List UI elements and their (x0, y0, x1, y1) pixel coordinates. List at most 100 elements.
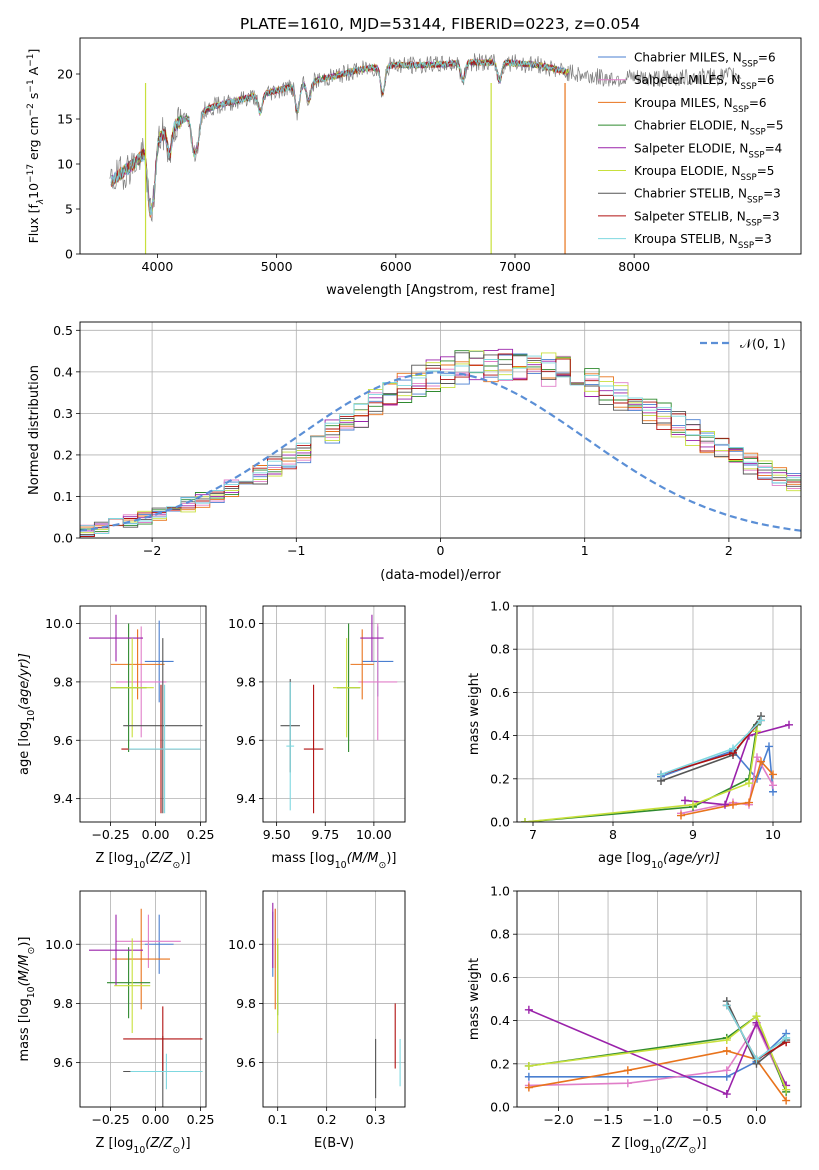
error-bars (272, 902, 401, 1099)
weight-line (684, 724, 790, 806)
residual-histogram-panel: −2 −1 0 1 2 0.0 0.1 0.2 0.3 0.4 0.5 (data-model)/er… (27, 321, 802, 583)
y-tick-label: 5 (65, 202, 73, 217)
y-axis-label-part: 10 (26, 986, 37, 998)
y-tick-label: 10.0 (228, 616, 256, 631)
y-axis-label-part: mass [log (17, 998, 32, 1061)
histogram-series (80, 355, 801, 534)
y-tick-label: 0.2 (53, 447, 73, 462)
weight-marker (721, 800, 729, 809)
x-tick-label: 0.25 (187, 827, 215, 842)
x-axis-label-part: )] (180, 851, 190, 866)
legend-entry: Kroupa MILES, NSSP=6 (634, 96, 767, 115)
x-tick-label: 0.25 (187, 1112, 215, 1127)
weight-line (524, 731, 758, 822)
x-axis-label-part: 10 (133, 1145, 145, 1156)
weight-marker (782, 1096, 791, 1105)
y-tick-label: 0.3 (53, 406, 73, 421)
x-axis-label-part: 10 (133, 860, 145, 871)
axes-frame (79, 321, 802, 539)
legend-entry: Salpeter ELODIE, NSSP=4 (634, 141, 782, 160)
model-spectrum-line (110, 58, 566, 214)
axes-frame (262, 890, 406, 1108)
legend-entry-part: SSP (741, 173, 757, 183)
weight-marker (524, 1072, 533, 1081)
y-tick-label: 10 (57, 157, 73, 172)
weight-marker (722, 1090, 731, 1099)
y-tick-label: 0.4 (490, 1013, 510, 1028)
y-tick-label: 9.4 (236, 791, 256, 806)
weight-line (528, 1015, 787, 1091)
x-tick-label: −1 (287, 543, 305, 558)
y-axis-label-part: −17 (26, 164, 36, 183)
weight-marker (722, 1001, 731, 1010)
legend-entry: Salpeter MILES, NSSP=6 (634, 73, 774, 92)
x-tick-label: −2.0 (543, 1112, 573, 1127)
x-axis-label-part: 10 (335, 860, 347, 871)
weight-marker (752, 1012, 761, 1021)
weight-series (521, 712, 793, 822)
x-tick-label: −0.25 (91, 827, 129, 842)
weight-marker (524, 1005, 533, 1014)
x-tick-label: 4000 (142, 259, 174, 274)
x-axis-label-part: mass [log (272, 851, 335, 866)
y-axis-label: mass [log10(M/M⊙)] (17, 937, 37, 1062)
weight-marker (745, 798, 753, 807)
x-tick-label: 9 (689, 827, 697, 842)
weight-marker (623, 1066, 632, 1075)
y-axis-label-part: )] (17, 937, 32, 947)
legend-entry-part: SSP (733, 105, 749, 115)
axes-frame (516, 605, 802, 823)
x-axis-label-part: ⊙ (173, 860, 181, 871)
x-tick-label: 8000 (618, 259, 650, 274)
age-vs-mass-panel: 9.50 9.75 10.00 9.4 9.6 9.8 10.0 mass [log10(M/… (228, 605, 406, 871)
model-spectrum-line (110, 58, 566, 214)
y-tick-label: 0.2 (490, 771, 510, 786)
y-axis-label-part: 10 (26, 183, 41, 199)
legend-entry-part: Kroupa ELODIE, N (634, 164, 741, 178)
weight-marker (729, 800, 737, 809)
x-axis-label-part: Z [log (95, 851, 133, 866)
y-tick-label: 10.0 (45, 937, 73, 952)
legend-entry-part: SSP (748, 150, 764, 160)
y-tick-label: 0.5 (53, 323, 73, 338)
y-tick-label: 0.6 (490, 970, 510, 985)
x-tick-label: 8 (609, 827, 617, 842)
y-axis-label-part: erg cm (26, 116, 41, 164)
y-tick-label: 0.6 (490, 685, 510, 700)
weight-marker (752, 1055, 761, 1064)
weight-marker (769, 770, 777, 779)
x-tick-label: 0.2 (317, 1112, 337, 1127)
x-tick-label: 0.0 (747, 1112, 767, 1127)
weight-marker (769, 781, 777, 790)
weight-marker (521, 818, 529, 822)
legend-entry: 𝒩(0, 1) (740, 336, 786, 351)
y-tick-label: 15 (57, 112, 73, 127)
y-axis-label-part: A (26, 66, 41, 79)
y-tick-label: 1.0 (490, 884, 510, 899)
y-tick-label: 9.8 (236, 674, 256, 689)
y-axis-label-part: (M/M (17, 955, 32, 987)
x-axis-label-part: (Z/Z (145, 851, 173, 866)
legend-entry-part: Kroupa STELIB, N (634, 232, 738, 246)
x-axis-label-part: )] (180, 1136, 190, 1151)
axes-frame (262, 605, 406, 823)
y-tick-label: 9.6 (53, 1055, 73, 1070)
mass-vs-ebv-panel: 0.1 0.2 0.3 9.6 9.8 10.0 E(B-V) (228, 890, 406, 1151)
weight-marker (623, 1079, 632, 1088)
observed-spectrum-line (109, 53, 742, 223)
mass-vs-metallicity-panel: −0.25 0.00 0.259.69.810.0Z [log10(Z/Z⊙)]ma… (17, 890, 215, 1156)
x-axis-label-part: age [log (598, 851, 651, 866)
legend-entry-part: =3 (754, 232, 772, 246)
x-tick-label: −2 (143, 543, 161, 558)
y-axis-label-part: −1 (26, 79, 36, 92)
y-axis-label-part: ⊙ (26, 947, 37, 955)
x-tick-label: 6000 (380, 259, 412, 274)
x-axis-label-part: (age/yr)] (663, 851, 720, 866)
y-tick-label: 9.6 (236, 733, 256, 748)
weight-marker (745, 779, 753, 788)
weight-series (524, 997, 791, 1105)
weight-marker (757, 757, 765, 766)
